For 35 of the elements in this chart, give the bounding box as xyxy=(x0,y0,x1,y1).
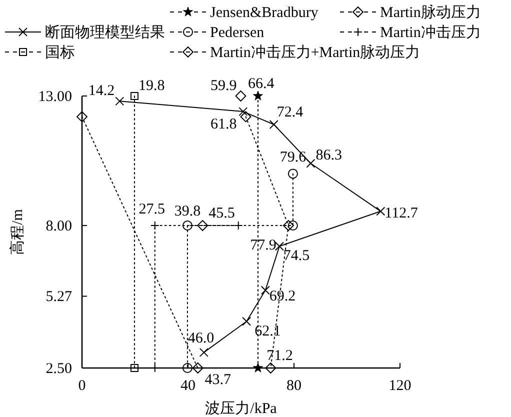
legend-label: Martin冲击压力+Martin脉动压力 xyxy=(210,44,420,61)
data-label: 59.9 xyxy=(210,78,237,94)
legend-label: 断面物理模型结果 xyxy=(45,24,165,41)
legend-label: 国标 xyxy=(45,44,75,61)
data-label: 61.8 xyxy=(210,116,237,133)
x-tick-label: 0 xyxy=(78,378,86,394)
data-label: 27.5 xyxy=(138,202,165,218)
x-tick-label: 40 xyxy=(180,378,196,394)
y-tick-label: 5.27 xyxy=(46,289,72,306)
data-label: 19.8 xyxy=(138,78,165,94)
data-label: 74.5 xyxy=(283,248,310,264)
data-label: 66.4 xyxy=(248,76,275,92)
data-label: 77.9 xyxy=(250,238,276,254)
data-label: 79.6 xyxy=(280,150,307,166)
x-tick-label: 120 xyxy=(388,378,412,394)
legend-label: Jensen&Bradbury xyxy=(210,5,319,21)
legend-label: Martin冲击压力 xyxy=(380,24,481,41)
data-label: 39.8 xyxy=(174,204,201,220)
data-label: 86.3 xyxy=(316,147,342,164)
legend-label: Martin脉动压力 xyxy=(380,4,481,21)
data-label: 14.2 xyxy=(88,83,115,100)
legend-label: Pedersen xyxy=(210,25,265,41)
data-label: 69.2 xyxy=(269,288,296,304)
data-label: 43.7 xyxy=(204,372,232,388)
data-label: 71.2 xyxy=(266,348,293,364)
y-tick-label: 2.50 xyxy=(46,361,72,377)
x-tick-label: 80 xyxy=(286,378,302,394)
data-label: 46.0 xyxy=(188,330,214,346)
y-tick-label: 8.00 xyxy=(46,218,72,235)
data-label: 45.5 xyxy=(208,206,235,222)
data-label: 72.4 xyxy=(276,104,304,120)
y-tick-label: 13.00 xyxy=(38,89,72,105)
data-label: 112.7 xyxy=(384,205,418,222)
y-axis-title: 高程/m xyxy=(9,208,26,255)
x-axis-title: 波压力/kPa xyxy=(205,400,278,417)
